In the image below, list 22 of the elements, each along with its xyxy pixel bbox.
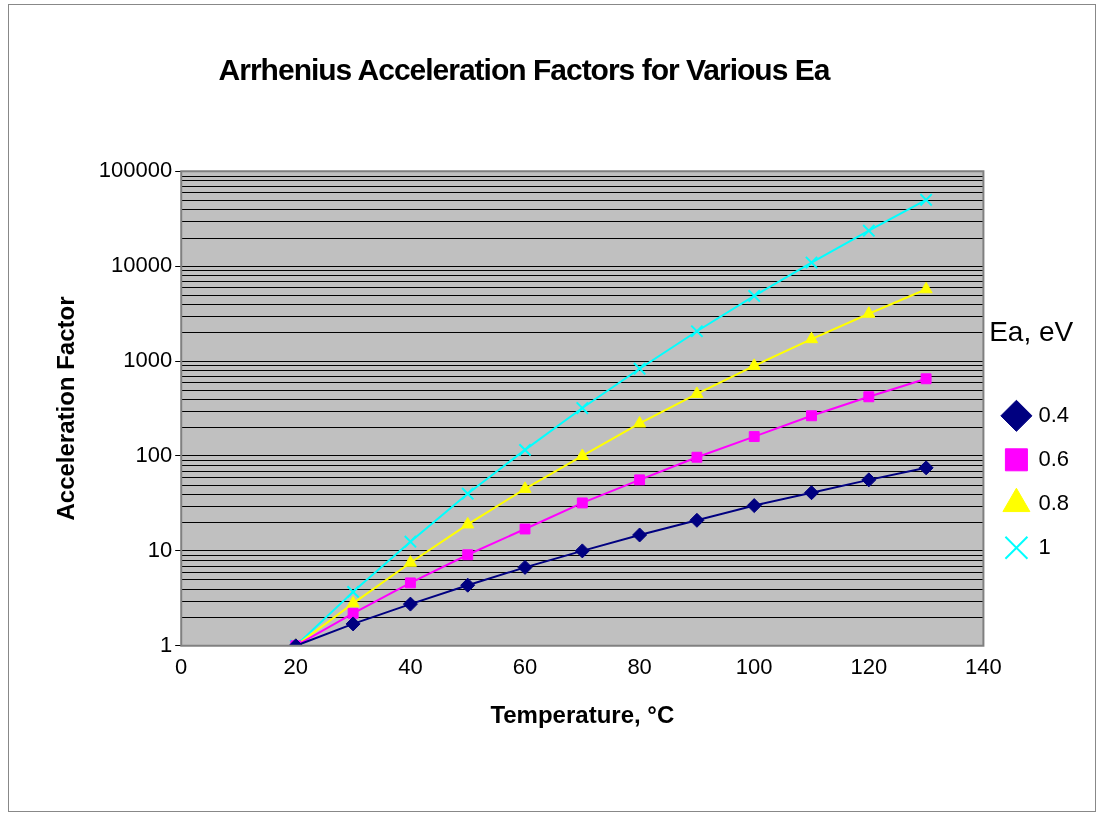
legend-label: 0.4 [1038,401,1070,427]
x-tick-label: 20 [283,654,309,680]
legend-label: 0.8 [1038,489,1070,515]
x-axis-title: Temperature, °C [490,701,675,729]
x-tick-label: 140 [965,654,1002,680]
y-tick-label: 1 [159,631,173,657]
y-tick-label: 10000 [111,252,173,278]
y-tick-label: 1000 [123,347,173,373]
y-tick-label: 100000 [98,157,173,183]
y-axis-title: Acceleration Factor [52,296,80,521]
legend-title: Ea, eV [989,315,1074,347]
x-tick-label: 40 [398,654,423,680]
x-tick-label: 80 [627,654,652,680]
legend-label: 0.6 [1038,445,1070,471]
y-tick-label: 100 [135,442,173,468]
x-tick-label: 60 [512,654,538,680]
x-tick-label: 0 [175,654,188,680]
y-tick-label: 10 [147,536,173,562]
legend-label: 1 [1038,533,1051,559]
x-tick-label: 120 [850,654,888,680]
chart-title: Arrhenius Acceleration Factors for Various Ea [217,53,832,87]
x-tick-label: 100 [735,654,773,680]
